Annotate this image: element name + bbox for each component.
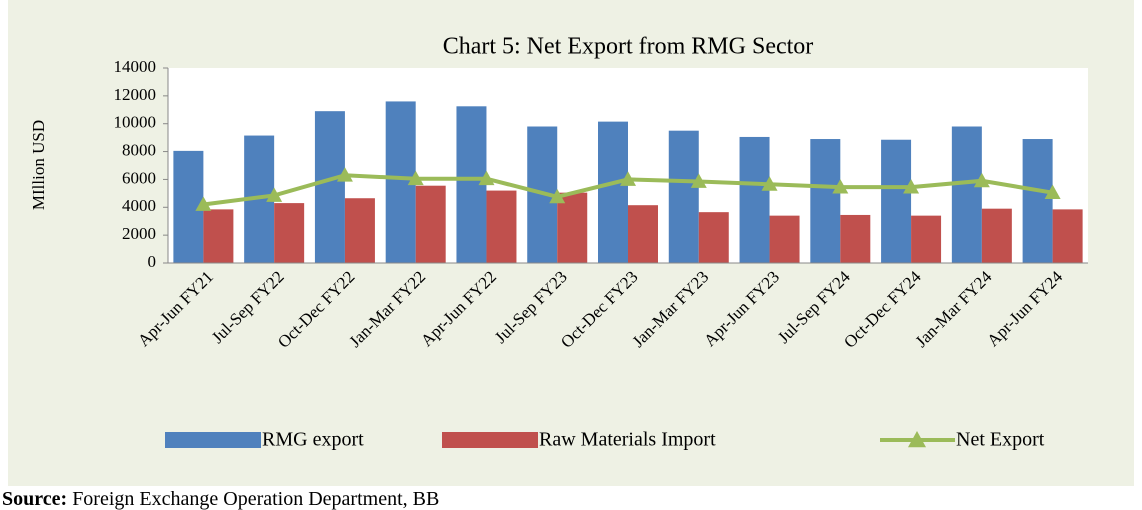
- line-marker: [195, 196, 212, 211]
- source-text: Foreign Exchange Operation Department, B…: [72, 488, 439, 510]
- bar: [415, 185, 446, 263]
- bar: [668, 130, 699, 263]
- legend-swatch: [442, 432, 538, 448]
- y-tick-label: 0: [148, 252, 157, 271]
- y-tick-label: 4000: [122, 196, 156, 215]
- bar: [598, 121, 628, 263]
- bar: [557, 192, 588, 263]
- y-axis-label: MIllion USD: [29, 120, 48, 210]
- bar: [810, 139, 841, 263]
- chart-title: Chart 5: Net Export from RMG Sector: [443, 34, 814, 60]
- legend-swatch: [165, 432, 261, 448]
- bar: [486, 190, 517, 263]
- bar: [951, 126, 982, 263]
- line-marker: [761, 176, 778, 191]
- y-tick-label: 12000: [114, 85, 157, 104]
- line-marker: [266, 187, 283, 202]
- bar: [981, 208, 1012, 263]
- bar: [1052, 209, 1083, 263]
- bar: [911, 215, 942, 263]
- line-marker: [903, 179, 920, 194]
- y-tick-label: 6000: [122, 168, 156, 187]
- bar: [274, 203, 305, 263]
- bar: [344, 198, 375, 263]
- legend-label: Raw Materials Import: [539, 429, 716, 451]
- line-marker: [407, 170, 424, 186]
- line-marker: [336, 167, 353, 182]
- line-marker: [549, 188, 566, 204]
- bar: [698, 212, 729, 263]
- legend-label: Net Export: [956, 429, 1045, 451]
- bar: [628, 205, 658, 263]
- source-label: Source:: [2, 488, 67, 510]
- line-marker: [1044, 184, 1061, 200]
- y-tick-label: 2000: [122, 224, 156, 243]
- y-tick-label: 14000: [114, 57, 157, 76]
- bar: [881, 139, 912, 263]
- line-marker: [690, 173, 707, 188]
- line-marker: [973, 172, 990, 188]
- y-tick-label: 8000: [122, 140, 156, 159]
- line-marker: [832, 179, 849, 194]
- bar: [769, 215, 800, 263]
- bar: [1022, 139, 1053, 263]
- bar: [314, 111, 345, 263]
- source: Source: Foreign Exchange Operation Depart…: [2, 488, 439, 510]
- legend-label: RMG export: [262, 429, 364, 451]
- line-marker: [620, 171, 636, 186]
- line-marker: [478, 170, 495, 186]
- bar: [840, 214, 871, 263]
- y-tick-label: 10000: [114, 113, 157, 132]
- bar: [203, 209, 234, 263]
- legend-marker: [908, 431, 926, 448]
- bar: [739, 136, 770, 263]
